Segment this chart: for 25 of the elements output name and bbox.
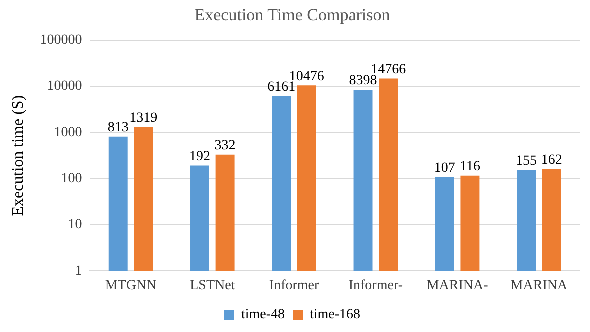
data-label: 332 — [214, 138, 236, 154]
x-tick-label: LSTNet — [190, 278, 236, 294]
y-tick-label: 100 — [61, 172, 82, 187]
chart-title: Execution Time Comparison — [194, 6, 391, 25]
legend-label: time-168 — [310, 308, 361, 323]
x-tick-label: MTGNN — [105, 278, 157, 294]
x-tick-label: MARINA — [510, 278, 568, 294]
data-label: 813 — [108, 120, 129, 136]
data-label: 192 — [189, 149, 210, 164]
data-label: 1319 — [130, 110, 158, 126]
x-tick-label: Informer — [269, 278, 320, 294]
data-label: 107 — [434, 161, 456, 176]
x-tick-label: Informer- — [348, 278, 404, 294]
y-axis-title: Execution time (S) — [10, 95, 27, 216]
y-tick-label: 1000 — [54, 125, 82, 140]
x-tick-label: MARINA- — [426, 278, 489, 294]
data-label: 155 — [516, 154, 538, 169]
y-tick-label: 100000 — [40, 33, 82, 48]
y-tick-label: 10 — [68, 218, 82, 233]
data-label: 162 — [541, 152, 562, 168]
legend-label: time-48 — [241, 308, 285, 323]
y-tick-label: 1 — [75, 264, 82, 279]
y-tick-label: 10000 — [47, 79, 82, 94]
data-label: 8398 — [349, 74, 378, 89]
data-label: 116 — [460, 160, 480, 175]
